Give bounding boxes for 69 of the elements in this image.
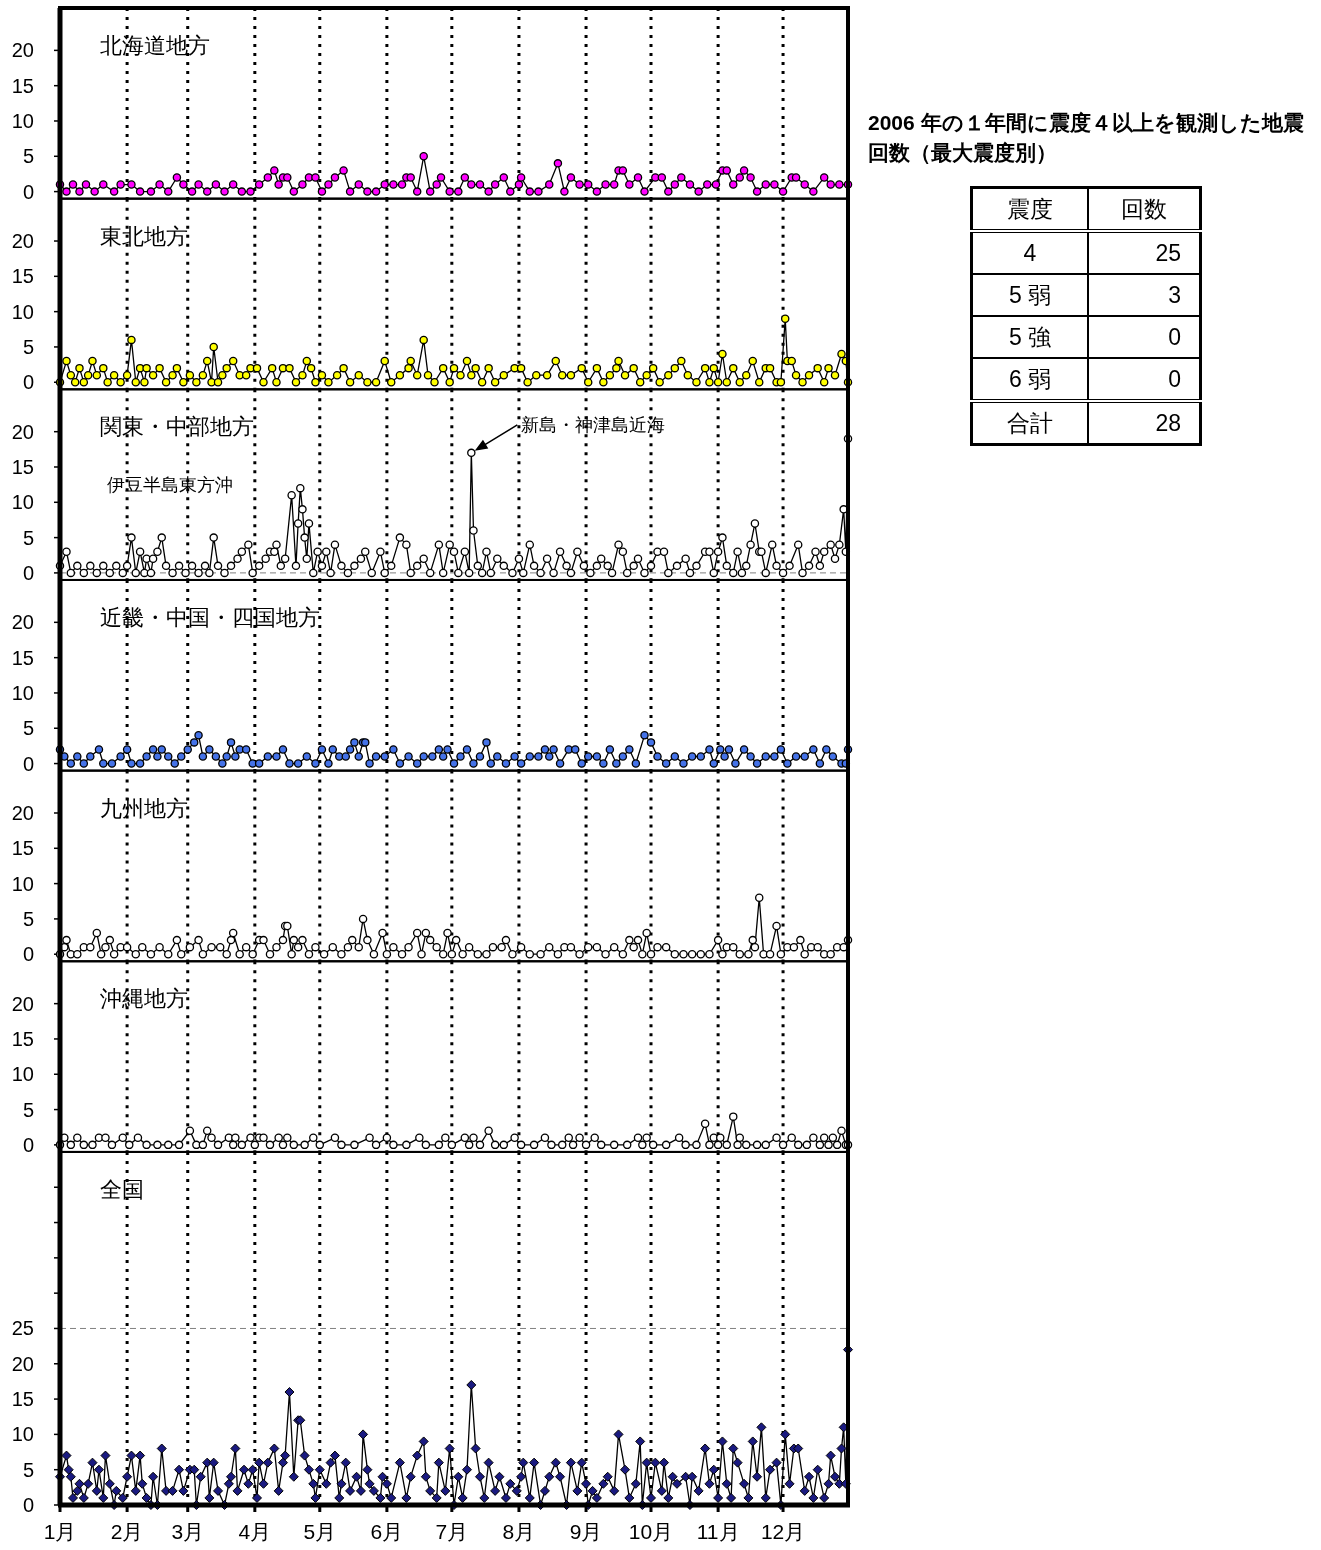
y-tick-label: 15 [11, 265, 34, 288]
y-tick-label: 5 [22, 145, 34, 168]
y-tick-label: 0 [22, 371, 34, 394]
text: 回数 [1088, 187, 1201, 231]
y-tick-label: 15 [11, 74, 34, 97]
y-tick-label: 5 [22, 717, 34, 740]
y-tick-label: 5 [22, 1458, 34, 1481]
y-tick-label: 20 [11, 1352, 34, 1375]
y-tick-label: 10 [11, 1063, 34, 1086]
x-tick-label: 2月 [110, 1520, 144, 1543]
y-tick-label: 10 [11, 300, 34, 323]
data-label: 28 [1088, 401, 1201, 445]
x-tick-label: 10月 [628, 1520, 674, 1543]
data-label: 0 [1088, 316, 1201, 358]
x-tick-label: 7月 [435, 1520, 469, 1543]
y-tick-label: 5 [22, 335, 34, 358]
y-tick-label: 5 [22, 907, 34, 930]
data-label: 0 [1088, 358, 1201, 401]
annotation: 新島・神津島近海 [521, 414, 666, 435]
text: 東北地方 [100, 223, 188, 249]
text: 2006 年の１年間に震度４以上を観測した地震回数（最大震度別） [868, 110, 1305, 166]
y-tick-label: 10 [11, 681, 34, 704]
category-label: 合計 [971, 401, 1088, 445]
category-label: 5 弱 [971, 274, 1088, 316]
y-tick-label: 20 [11, 801, 34, 824]
y-tick-label: 20 [11, 39, 34, 62]
y-tick-label: 20 [11, 992, 34, 1015]
y-tick-label: 20 [11, 420, 34, 443]
category-label: 6 弱 [971, 358, 1088, 401]
x-tick-label: 3月 [171, 1520, 205, 1543]
x-tick-label: 8月 [502, 1520, 536, 1543]
text: 震度 [971, 187, 1088, 231]
y-tick-label: 15 [11, 1027, 34, 1050]
text: 九州地方 [100, 795, 188, 821]
y-tick-label: 20 [11, 611, 34, 634]
y-tick-label: 15 [11, 455, 34, 478]
text: 沖縄地方 [100, 986, 188, 1012]
y-tick-label: 5 [22, 526, 34, 549]
x-tick-label: 5月 [303, 1520, 337, 1543]
x-tick-label: 9月 [569, 1520, 603, 1543]
text: 全国 [100, 1176, 144, 1202]
text: 関東・中部地方 [100, 414, 254, 440]
y-tick-label: 0 [22, 1133, 34, 1156]
text: 北海道地方 [100, 33, 210, 58]
x-tick-label: 12月 [760, 1520, 806, 1543]
y-tick-label: 0 [22, 1494, 34, 1516]
x-tick-label: 4月 [238, 1520, 272, 1543]
category-label: 5 強 [971, 316, 1088, 358]
y-tick-label: 0 [22, 943, 34, 966]
y-tick-label: 0 [22, 752, 34, 775]
data-label: 25 [1088, 231, 1201, 274]
y-tick-label: 5 [22, 1098, 34, 1121]
y-tick-label: 15 [11, 1388, 34, 1411]
y-tick-label: 20 [11, 230, 34, 253]
y-tick-label: 0 [22, 561, 34, 584]
y-tick-label: 10 [11, 1423, 34, 1446]
data-label: 3 [1088, 274, 1201, 316]
y-tick-label: 25 [11, 1317, 34, 1340]
text: 近畿・中国・四国地方 [100, 604, 320, 630]
y-tick-label: 10 [11, 491, 34, 514]
x-tick-label: 11月 [696, 1520, 740, 1543]
category-label: 4 [971, 231, 1088, 274]
y-tick-label: 10 [11, 109, 34, 132]
y-tick-label: 10 [11, 872, 34, 895]
x-tick-label: 6月 [370, 1520, 404, 1543]
y-tick-label: 15 [11, 646, 34, 669]
x-tick-label: 1月 [43, 1520, 77, 1543]
y-tick-label: 0 [22, 180, 34, 203]
y-tick-label: 15 [11, 837, 34, 860]
